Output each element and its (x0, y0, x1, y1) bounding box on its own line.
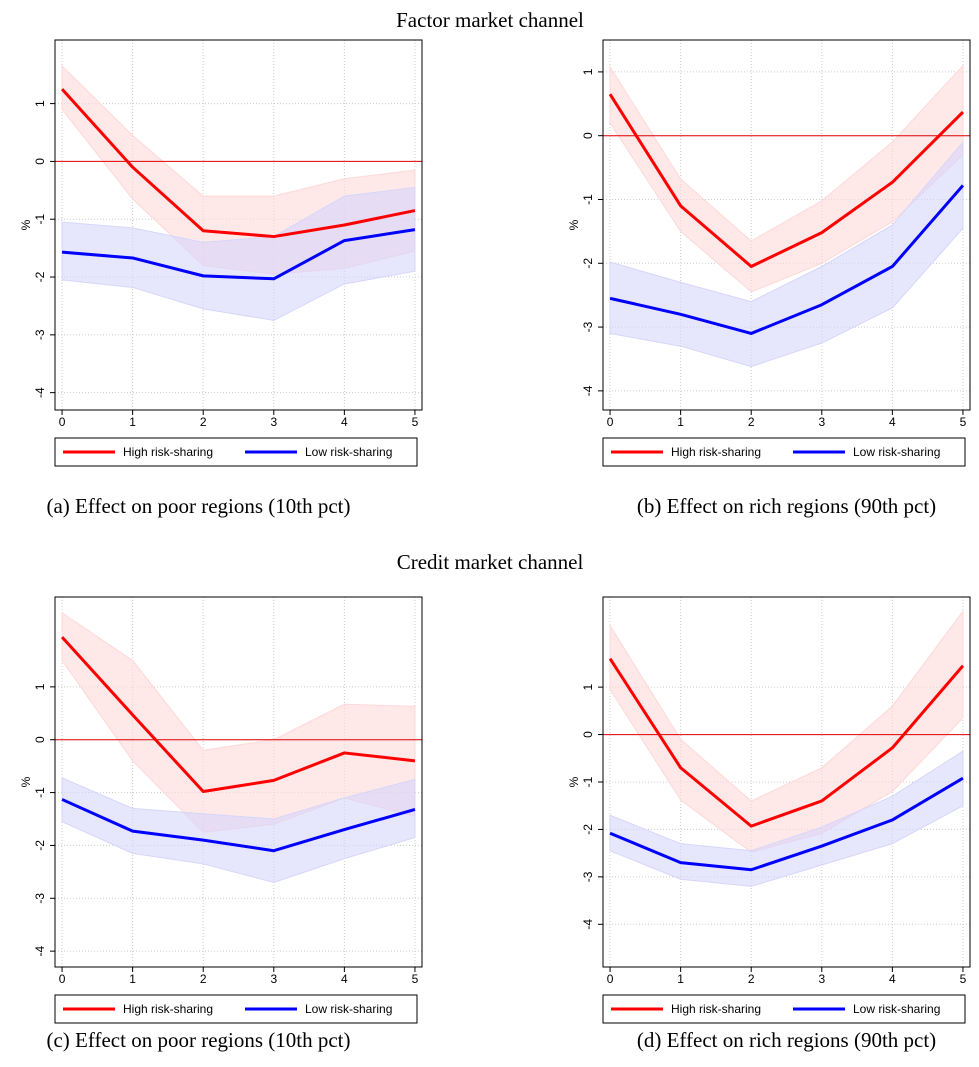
x-tick-label: 1 (129, 415, 136, 429)
y-tick-label: 0 (33, 736, 47, 743)
y-tick-label: -4 (33, 945, 47, 956)
plot-frame (54, 39, 423, 411)
plot-frame (54, 596, 423, 968)
y-axis-label: % (567, 219, 581, 230)
series-line (609, 184, 965, 335)
y-tick-label: -3 (33, 329, 47, 340)
chart: 1 0 -1 -2 -3 -4 0 1 2 3 4 5% High risk-sharing Low ri… (19, 596, 423, 1052)
section-heading: Credit market channel (397, 550, 584, 574)
x-tick-label: 3 (270, 415, 277, 429)
x-tick-label: 3 (818, 972, 825, 986)
legend-box (54, 994, 418, 1024)
y-tick-label: -2 (33, 840, 47, 851)
y-tick-label: -4 (33, 387, 47, 398)
legend-label: High risk-sharing (123, 445, 213, 459)
y-tick-label: 1 (581, 683, 595, 690)
y-tick-label: -2 (33, 271, 47, 282)
x-tick-label: 5 (960, 415, 967, 429)
series-line (60, 88, 416, 239)
y-tick-label: -1 (33, 214, 47, 225)
x-tick-label: 1 (677, 972, 684, 986)
confidence-band (61, 186, 416, 321)
y-tick-label: 0 (33, 158, 47, 165)
y-axis-label: % (19, 776, 33, 787)
y-tick-label: 0 (581, 731, 595, 738)
plot-frame (602, 39, 971, 411)
y-tick-label: -3 (581, 871, 595, 882)
x-tick-label: 4 (889, 415, 896, 429)
x-tick-label: 3 (270, 972, 277, 986)
legend-label: Low risk-sharing (853, 1002, 940, 1016)
y-tick-label: -2 (581, 258, 595, 269)
y-axis-label: % (567, 776, 581, 787)
section-heading: Factor market channel (396, 8, 584, 32)
x-tick-label: 0 (607, 415, 614, 429)
x-tick-label: 4 (889, 972, 896, 986)
x-tick-label: 2 (748, 972, 755, 986)
y-tick-label: -4 (581, 385, 595, 396)
legend-label: High risk-sharing (671, 445, 761, 459)
x-tick-label: 1 (677, 415, 684, 429)
legend-label: High risk-sharing (123, 1002, 213, 1016)
x-tick-label: 3 (818, 415, 825, 429)
y-tick-label: 0 (581, 132, 595, 139)
y-tick-label: 1 (581, 68, 595, 75)
series-line (608, 657, 965, 828)
legend-box (54, 437, 418, 467)
legend-label: High risk-sharing (671, 1002, 761, 1016)
x-tick-label: 4 (341, 972, 348, 986)
confidence-band (61, 777, 416, 883)
x-tick-label: 4 (341, 415, 348, 429)
y-tick-label: -4 (581, 919, 595, 930)
caption: (c) Effect on poor regions (10th pct) (46, 1028, 350, 1052)
y-tick-label: -3 (581, 321, 595, 332)
y-tick-label: 1 (33, 683, 47, 690)
series-line (609, 776, 964, 872)
plot-frame (602, 596, 971, 968)
y-tick-label: -1 (581, 194, 595, 205)
x-tick-label: 2 (200, 972, 207, 986)
chart: 1 0 -1 -2 -3 -4 0 1 2 3 4 5% High risk-sharing Low ri… (567, 39, 971, 518)
y-tick-label: -3 (33, 893, 47, 904)
series-line (608, 93, 964, 268)
x-tick-label: 5 (960, 972, 967, 986)
confidence-band (609, 609, 964, 853)
x-tick-label: 2 (748, 415, 755, 429)
caption: (a) Effect on poor regions (10th pct) (46, 494, 350, 518)
x-tick-label: 2 (200, 415, 207, 429)
legend-label: Low risk-sharing (305, 1002, 392, 1016)
chart: 1 0 -1 -2 -3 -4 0 1 2 3 4 5% High risk-sharing Low ri… (19, 39, 423, 518)
y-axis-label: % (19, 219, 33, 230)
x-tick-label: 5 (412, 972, 419, 986)
confidence-band (609, 750, 964, 887)
series-line (61, 228, 416, 281)
chart: 1 0 -1 -2 -3 -4 0 1 2 3 4 5% High risk-sharing Low ri… (567, 596, 971, 1052)
caption: (d) Effect on rich regions (90th pct) (637, 1028, 936, 1052)
y-tick-label: 1 (33, 100, 47, 107)
caption: (b) Effect on rich regions (90th pct) (637, 494, 936, 518)
series-line (60, 636, 416, 794)
confidence-band (609, 140, 964, 368)
series-line (61, 798, 416, 853)
legend-label: Low risk-sharing (305, 445, 392, 459)
x-tick-label: 1 (129, 972, 136, 986)
y-tick-label: -2 (581, 824, 595, 835)
x-tick-label: 0 (59, 972, 66, 986)
x-tick-label: 0 (59, 415, 66, 429)
legend-label: Low risk-sharing (853, 445, 940, 459)
y-tick-label: -1 (581, 776, 595, 787)
x-tick-label: 5 (412, 415, 419, 429)
x-tick-label: 0 (607, 972, 614, 986)
legend-box (602, 437, 966, 467)
y-tick-label: -1 (33, 787, 47, 798)
legend-box (602, 994, 966, 1024)
